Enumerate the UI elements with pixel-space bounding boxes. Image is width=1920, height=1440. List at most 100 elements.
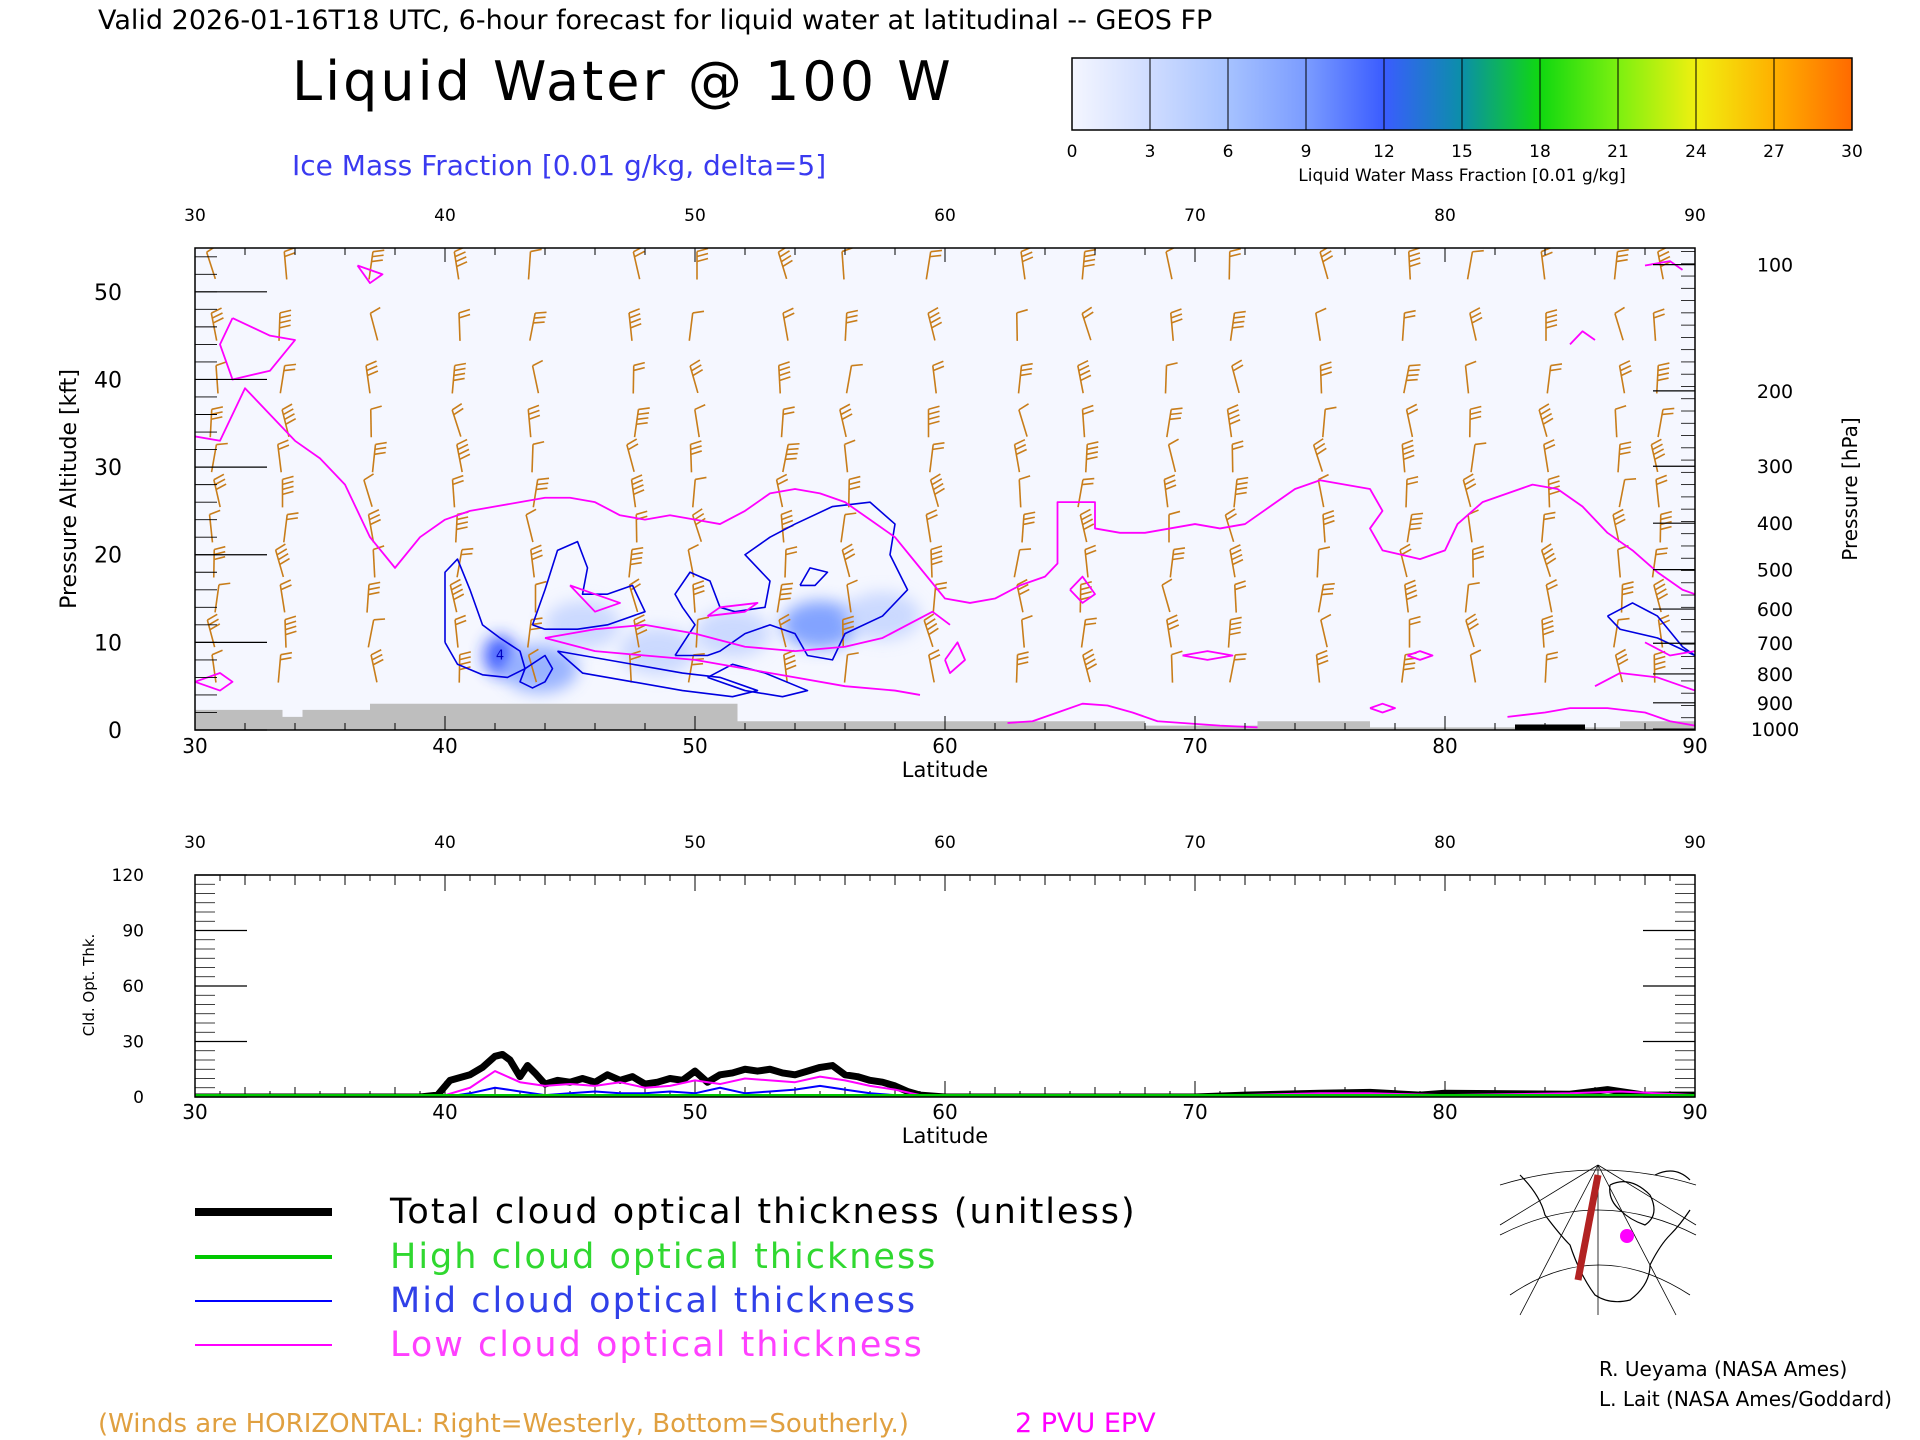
pressure-tick-label: 300 (1757, 456, 1793, 478)
wind-barb (1406, 512, 1424, 543)
y-tick-label: 10 (94, 631, 122, 656)
bottom-x-tick-label-top: 90 (1684, 833, 1706, 853)
x-tick-label-bottom: 30 (182, 734, 207, 758)
wind-barb (1545, 579, 1558, 613)
wind-barb (1169, 547, 1186, 578)
wind-barb (630, 474, 645, 508)
legend: Total cloud optical thickness (unitless)… (195, 1192, 1137, 1365)
wind-barb (527, 404, 541, 438)
wind-barb (458, 308, 471, 341)
epv-contour (219, 317, 296, 381)
colorbar-tick-label: 12 (1373, 142, 1395, 162)
optical-thickness-series (195, 1050, 1695, 1097)
wind-barb (1016, 578, 1030, 613)
epv-contour (1594, 672, 1695, 692)
terrain (195, 703, 1695, 730)
wind-barb (1018, 475, 1031, 508)
wind-barb (925, 249, 943, 280)
bottom-y-tick-label: 90 (122, 922, 144, 942)
ice-contour (1606, 602, 1695, 657)
wind-barb (529, 544, 543, 578)
wind-barb (1462, 473, 1477, 508)
epv-contour (356, 264, 384, 284)
wind-barb (211, 649, 223, 683)
wind-barb (367, 618, 386, 648)
wind-barb (276, 439, 290, 473)
wind-barb (688, 310, 705, 341)
epv-contour (1182, 650, 1234, 661)
legend-label-total: Total cloud optical thickness (unitless) (389, 1192, 1137, 1232)
epv-contour (1369, 702, 1396, 714)
wind-barb (1018, 403, 1029, 437)
liquid-water-blob (694, 609, 771, 658)
valid-line: Valid 2026-01-16T18 UTC, 6-hour forecast… (98, 5, 1212, 36)
wind-barb (529, 311, 547, 341)
epv-note: 2 PVU EPV (1015, 1408, 1156, 1439)
x-tick-label-bottom: 40 (432, 734, 457, 758)
wind-barb (1470, 442, 1487, 473)
wind-barb (1316, 546, 1331, 578)
wind-barb (847, 475, 861, 508)
wind-barb (366, 581, 381, 613)
wind-barb (208, 509, 221, 543)
wind-barb (1403, 364, 1421, 394)
epv-contour (544, 637, 921, 696)
ice-contour (556, 650, 759, 698)
colorbar-tick-label: 6 (1223, 142, 1234, 162)
wind-barb (1320, 613, 1332, 648)
wind-barb (632, 361, 645, 394)
wind-barb (628, 546, 644, 578)
wind-barb (1166, 614, 1180, 648)
wind-barb (931, 360, 945, 394)
bottom-y-tick-label: 0 (133, 1088, 144, 1108)
wind-barb (1317, 582, 1335, 613)
wind-barb (1319, 248, 1334, 280)
y-tick-label: 0 (108, 719, 122, 744)
wind-barb (279, 363, 297, 394)
wind-barb (1013, 548, 1032, 578)
colorbar-tick-label: 21 (1607, 142, 1629, 162)
bottom-y-tick-label: 30 (122, 1033, 144, 1053)
terrain-area (195, 703, 1695, 730)
wind-barb (628, 578, 641, 613)
pressure-tick-label: 200 (1757, 381, 1793, 403)
wind-barb (776, 582, 794, 613)
wind-barb (843, 652, 859, 683)
wind-barb (632, 248, 645, 280)
x-tick-label-bottom: 80 (1432, 734, 1457, 758)
bottom-x-tick-label-top: 60 (934, 833, 956, 853)
wind-barb (923, 613, 939, 648)
epv-contour (1007, 702, 1258, 729)
winds-note: (Winds are HORIZONTAL: Right=Westerly, B… (98, 1409, 909, 1439)
bottom-x-tick-label: 70 (1182, 1100, 1207, 1124)
series-line-mid (195, 1084, 1695, 1097)
bottom-x-tick-label: 40 (432, 1100, 457, 1124)
optical-thickness-xlabel: Latitude (902, 1124, 988, 1148)
bottom-x-tick-label-top: 50 (684, 833, 706, 853)
wind-barb (449, 578, 465, 613)
wind-barb (1226, 404, 1241, 438)
wind-barb (780, 406, 795, 438)
y-tick-label: 20 (94, 544, 122, 569)
cross-section-xlabel: Latitude (902, 758, 988, 782)
epv-contour (569, 584, 621, 613)
colorbar: 0 3 6 9 12 15 18 21 24 27 30 Liquid Water Mass Fra… (1067, 57, 1863, 186)
contour-label: 4 (496, 649, 504, 664)
wind-barb (1612, 508, 1626, 543)
pressure-tick-label: 1000 (1751, 719, 1799, 741)
wind-barb (841, 615, 855, 648)
subtitle: Ice Mass Fraction [0.01 g/kg, delta=5] (292, 149, 826, 182)
credit-1: R. Ueyama (NASA Ames) (1599, 1357, 1847, 1381)
wind-barb (839, 403, 853, 438)
wind-barb (1229, 653, 1247, 683)
wind-barb (633, 407, 650, 438)
y-tick-label: 40 (94, 368, 122, 393)
wind-barb (1613, 248, 1629, 280)
x-tick-label-top: 90 (1684, 206, 1706, 226)
wind-barb (1169, 308, 1183, 341)
bottom-x-tick-label: 60 (932, 1100, 957, 1124)
wind-barb (1082, 648, 1098, 683)
optical-thickness-panel: 30 30 40 40 50 50 60 60 70 70 80 80 90 90 0 30 60 90 120 L… (80, 833, 1708, 1148)
wind-barb (1227, 616, 1242, 648)
wind-barb (689, 359, 704, 394)
